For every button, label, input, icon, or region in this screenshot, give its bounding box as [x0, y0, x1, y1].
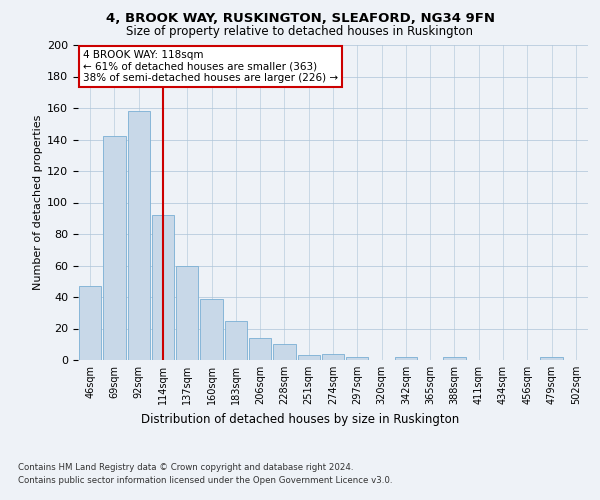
Bar: [541, 357, 563, 360]
Text: Contains public sector information licensed under the Open Government Licence v3: Contains public sector information licen…: [18, 476, 392, 485]
Text: 4 BROOK WAY: 118sqm
← 61% of detached houses are smaller (363)
38% of semi-detac: 4 BROOK WAY: 118sqm ← 61% of detached ho…: [83, 50, 338, 83]
Text: Contains HM Land Registry data © Crown copyright and database right 2024.: Contains HM Land Registry data © Crown c…: [18, 462, 353, 471]
Text: Distribution of detached houses by size in Ruskington: Distribution of detached houses by size …: [141, 412, 459, 426]
Bar: [273, 344, 296, 360]
Text: 4, BROOK WAY, RUSKINGTON, SLEAFORD, NG34 9FN: 4, BROOK WAY, RUSKINGTON, SLEAFORD, NG34…: [106, 12, 494, 26]
Bar: [395, 357, 417, 360]
Bar: [298, 356, 320, 360]
Bar: [176, 266, 199, 360]
Bar: [79, 286, 101, 360]
Bar: [128, 111, 150, 360]
Bar: [103, 136, 125, 360]
Bar: [249, 338, 271, 360]
Bar: [224, 320, 247, 360]
Y-axis label: Number of detached properties: Number of detached properties: [33, 115, 43, 290]
Bar: [152, 215, 174, 360]
Bar: [346, 357, 368, 360]
Bar: [322, 354, 344, 360]
Bar: [443, 357, 466, 360]
Text: Size of property relative to detached houses in Ruskington: Size of property relative to detached ho…: [127, 25, 473, 38]
Bar: [200, 298, 223, 360]
